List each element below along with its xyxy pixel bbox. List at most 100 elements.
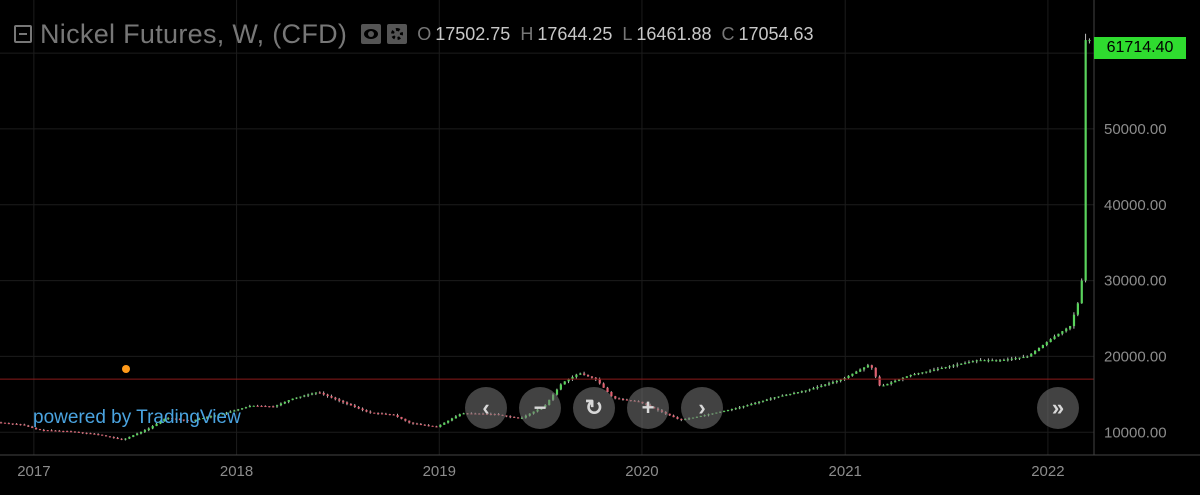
candle-body [73, 431, 77, 433]
candle-body [827, 383, 831, 385]
candle-body [50, 430, 53, 432]
candle-body [443, 422, 446, 425]
candle-body [1026, 356, 1029, 358]
candle-body [139, 431, 143, 434]
candle-body [155, 423, 158, 427]
candle-body [509, 416, 512, 418]
zoom-out-button[interactable]: − [519, 387, 561, 429]
candle-body [318, 392, 321, 394]
candle-body [1076, 303, 1079, 315]
candle-body [404, 418, 407, 421]
y-tick-label: 50000.00 [1104, 121, 1167, 138]
candle-body [944, 367, 947, 369]
candle-body [283, 401, 286, 404]
candle-body [408, 420, 411, 423]
candle-body [380, 413, 384, 415]
candle-body [128, 436, 131, 439]
candle-body [847, 375, 850, 378]
candle-body [932, 369, 936, 371]
candle-body [342, 400, 345, 403]
candle-body [229, 411, 232, 413]
candle-body [11, 423, 14, 425]
candle-body [396, 415, 399, 417]
candle-body [97, 434, 100, 436]
candle-body [415, 423, 419, 425]
candle-body [567, 379, 570, 382]
candle-body [948, 366, 951, 368]
tradingview-watermark[interactable]: powered by TradingView [33, 407, 241, 428]
candle-body [295, 397, 298, 399]
go-to-realtime-button[interactable]: » [1037, 387, 1079, 429]
candle-body [112, 437, 115, 439]
ohlc-low: L 16461.88 [622, 24, 711, 45]
candle-body [213, 415, 217, 417]
candle-body [264, 406, 267, 408]
candle-body [268, 406, 271, 408]
candle-body [458, 414, 461, 417]
candle-body [260, 405, 263, 407]
candle-body [54, 430, 57, 432]
candle-body [855, 371, 858, 374]
candle-body [874, 367, 877, 377]
candle-body [859, 369, 862, 372]
visibility-eye-icon[interactable] [361, 24, 382, 44]
candle-body [132, 435, 135, 437]
candle-body [450, 418, 454, 421]
last-price-tag: 61714.40 [1094, 37, 1186, 59]
candle-body [233, 410, 236, 412]
candle-body [761, 400, 765, 402]
candle-body [361, 408, 364, 411]
ohlc-open: O 17502.75 [417, 24, 510, 45]
candle-body [575, 374, 578, 377]
candle-body [583, 373, 586, 375]
candle-body [1049, 339, 1052, 343]
candle-body [120, 438, 123, 440]
collapse-icon[interactable] [14, 25, 32, 43]
scroll-left-button[interactable]: ‹ [465, 387, 507, 429]
candle-body [754, 402, 757, 405]
candle-body [1002, 359, 1006, 361]
candle-body [3, 422, 7, 424]
candle-body [1084, 40, 1087, 281]
candle-body [307, 394, 310, 396]
candle-body [42, 430, 45, 432]
candle-body [454, 416, 458, 419]
ohlc-high-key: H [520, 23, 534, 44]
candle-body [423, 424, 426, 426]
x-tick-label: 2021 [829, 463, 862, 480]
candle-body [621, 399, 625, 401]
candle-body [291, 398, 294, 401]
ohlc-high-value: 17644.25 [537, 23, 613, 44]
candle-body [781, 395, 784, 397]
candle-body [952, 365, 955, 367]
symbol-title[interactable]: Nickel Futures, W, (CFD) [40, 18, 348, 49]
reset-button[interactable]: ↻ [573, 387, 615, 429]
candle-body [777, 396, 780, 398]
candle-body [610, 392, 613, 397]
candle-body [606, 387, 609, 393]
candle-body [334, 397, 337, 400]
ohlc-close: C 17054.63 [721, 24, 813, 45]
scroll-right-button[interactable]: › [681, 387, 723, 429]
ohlc-low-value: 16461.88 [636, 23, 712, 44]
alert-marker-icon[interactable] [122, 365, 130, 373]
candle-body [734, 408, 737, 410]
candle-body [750, 404, 753, 406]
candle-body [46, 430, 49, 432]
candle-body [878, 376, 881, 386]
time-axis[interactable]: 2017 2018 2019 2020 2021 2022 [17, 463, 1064, 480]
candle-body [388, 414, 391, 416]
candle-body [940, 368, 943, 370]
zoom-in-button[interactable]: + [627, 387, 669, 429]
settings-gear-icon[interactable] [387, 24, 408, 44]
candle-body [101, 434, 104, 436]
price-axis[interactable]: 10000.00 20000.00 30000.00 40000.00 50000.00… [1104, 45, 1167, 441]
candle-body [202, 418, 205, 420]
candle-body [890, 382, 893, 384]
candle-body [167, 418, 170, 420]
candle-body [1053, 336, 1056, 340]
candle-body [171, 418, 174, 420]
candle-body [272, 406, 275, 408]
